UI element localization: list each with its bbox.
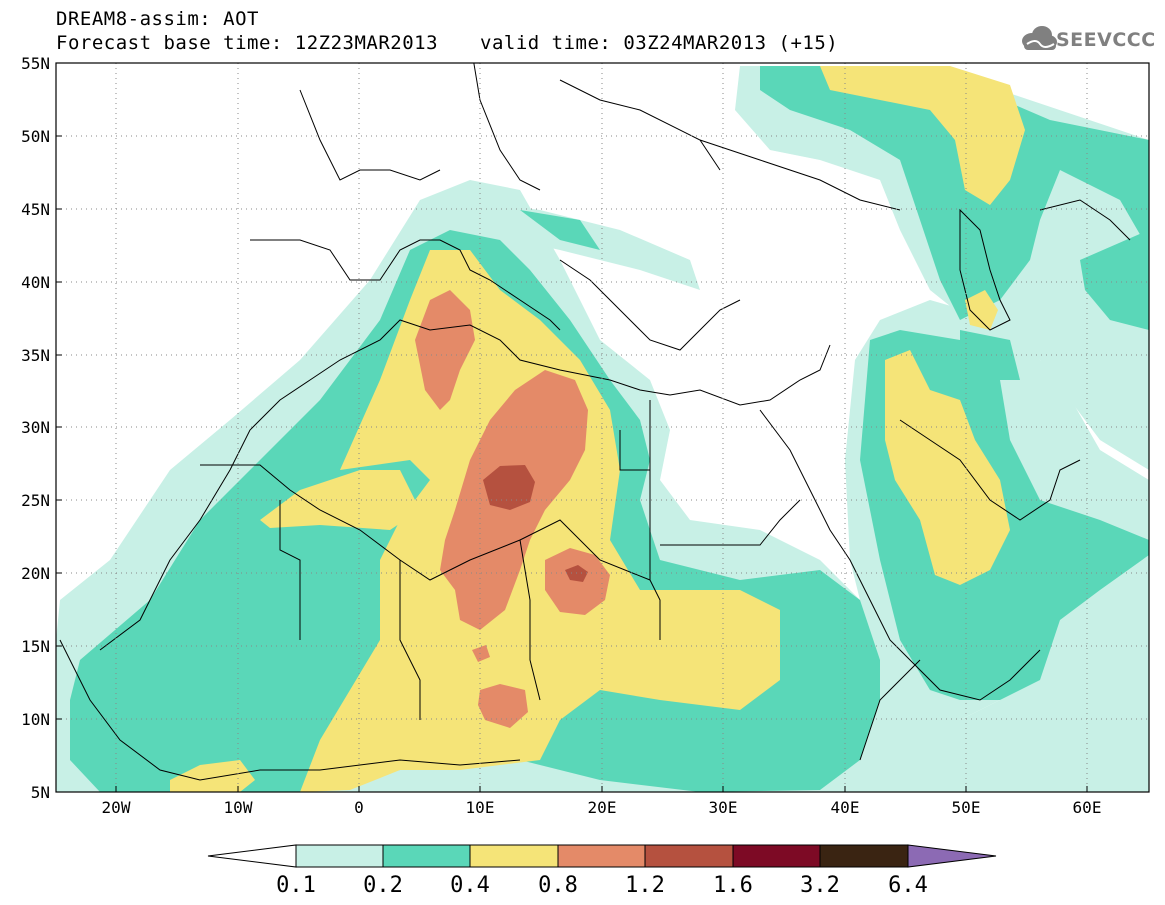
lat-label: 25N [21,491,50,510]
lon-label: 20W [102,798,131,817]
lon-axis: 20W 10W 0 10E 20E 30E 40E 50E 60E [102,786,1102,817]
lon-label: 10E [466,798,495,817]
lat-label: 50N [21,127,50,146]
colorbar-bin [644,844,734,868]
colorbar-label: 0.1 [276,873,316,898]
aot-field [56,66,1149,792]
lon-label: 10W [224,798,253,817]
lat-label: 30N [21,418,50,437]
colorbar-bin [557,844,646,868]
colorbar-over [907,844,997,868]
colorbar-label: 0.4 [450,873,490,898]
colorbar-label: 0.2 [363,873,403,898]
colorbar-bin [732,844,821,868]
colorbar-bin [469,844,559,868]
map-title: DREAM8-assim: AOT [56,8,259,30]
colorbar-label: 6.4 [888,873,928,898]
lon-label: 40E [831,798,860,817]
base-time: Forecast base time: 12Z23MAR2013 [56,32,439,54]
lat-label: 40N [21,273,50,292]
colorbar-label: 0.8 [538,873,578,898]
lat-label: 35N [21,346,50,365]
colorbar-bin [295,844,384,868]
colorbar-label: 3.2 [800,873,840,898]
lat-label: 20N [21,564,50,583]
lon-label: 0 [354,798,364,817]
logo-text: SEEVCCC [1056,29,1156,51]
colorbar: 0.1 0.2 0.4 0.8 1.2 1.6 3.2 6.4 [207,844,997,898]
colorbar-label: 1.6 [713,873,753,898]
lon-label: 30E [709,798,738,817]
lat-label: 15N [21,637,50,656]
lon-label: 20E [588,798,617,817]
map-subtitle: Forecast base time: 12Z23MAR2013 valid ti… [56,32,838,54]
lon-label: 60E [1073,798,1102,817]
coastlines [59,63,1131,781]
valid-time: valid time: 03Z24MAR2013 (+15) [480,32,839,54]
lat-label: 55N [21,54,50,73]
lat-axis: 5N 10N 15N 20N 25N 30N 35N 40N 45N 50N 5… [21,54,62,802]
lat-label: 45N [21,200,50,219]
grid-lines [56,63,1149,792]
lon-label: 50E [952,798,981,817]
aot-level-0.4 [170,66,1025,792]
cloud-logo-icon [1022,26,1057,50]
lat-label: 10N [21,710,50,729]
lat-label: 5N [31,783,50,802]
colorbar-label: 1.2 [625,873,665,898]
colorbar-bin [382,844,471,868]
colorbar-under [207,844,297,868]
colorbar-bin [819,844,909,868]
